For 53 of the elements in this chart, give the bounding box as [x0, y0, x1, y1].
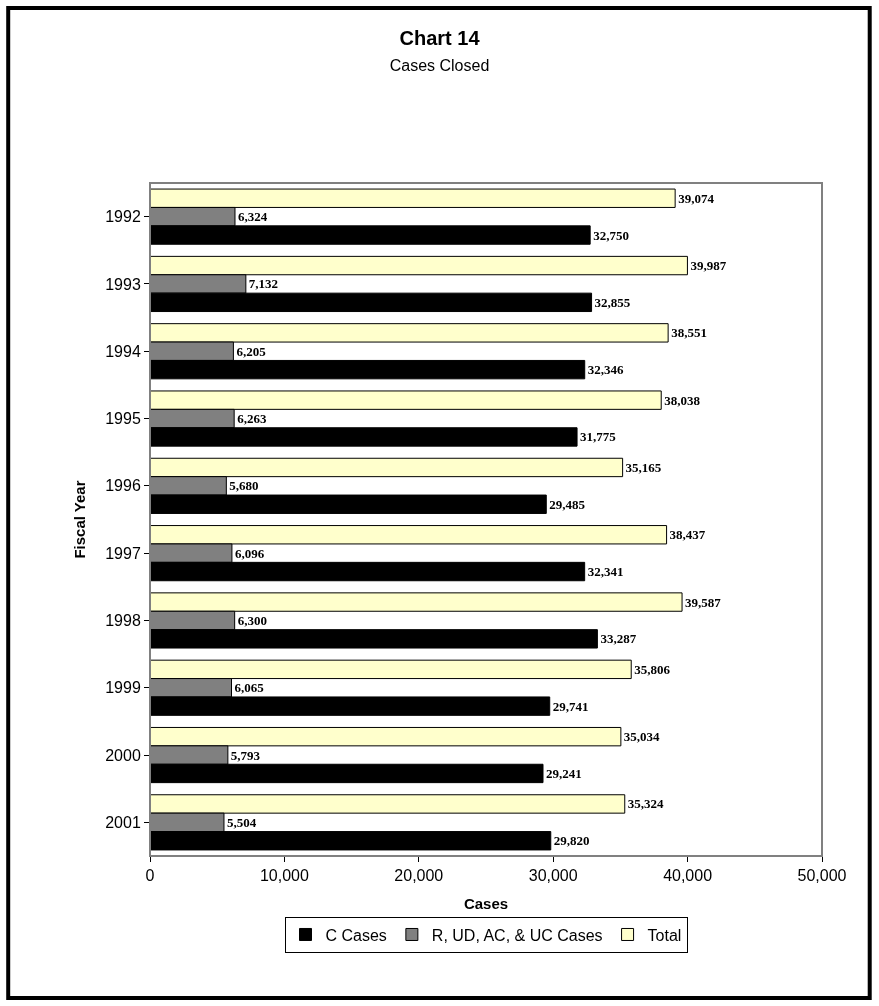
- data-label: 35,165: [625, 459, 662, 475]
- data-label: 29,820: [553, 833, 590, 849]
- data-label: 7,132: [248, 276, 279, 292]
- data-label: 39,987: [690, 258, 727, 274]
- legend-label: Total: [647, 926, 682, 944]
- data-label: 32,341: [587, 564, 624, 580]
- x-axis-title: Cases: [463, 895, 509, 913]
- data-label: 29,741: [552, 698, 589, 714]
- data-label: 31,775: [580, 429, 617, 445]
- data-label: 5,680: [229, 478, 259, 494]
- y-tick-label: 2001: [105, 813, 141, 831]
- data-label: 39,587: [685, 594, 722, 610]
- data-label: 32,750: [593, 227, 629, 243]
- y-axis-title: Fiscal Year: [71, 480, 89, 559]
- x-tick-label: 10,000: [259, 867, 309, 885]
- y-tick-label: 1997: [105, 544, 141, 562]
- data-label: 6,205: [236, 343, 267, 359]
- y-tick-label: 1995: [105, 410, 141, 428]
- y-tick-label: 1992: [105, 208, 141, 226]
- data-label: 39,074: [678, 190, 715, 206]
- data-label: 6,065: [234, 680, 265, 696]
- data-label: 6,324: [237, 209, 268, 225]
- data-label: 33,287: [600, 631, 637, 647]
- chart-title: Chart 14: [399, 27, 481, 50]
- data-label: 29,241: [546, 765, 582, 781]
- chart-subtitle: Cases Closed: [389, 57, 490, 75]
- data-label: 35,324: [627, 796, 664, 812]
- data-label: 6,300: [237, 612, 267, 628]
- x-tick-label: 40,000: [663, 867, 713, 885]
- y-tick-label: 2000: [105, 746, 141, 764]
- y-tick-label: 1993: [105, 275, 141, 293]
- data-label: 32,346: [587, 362, 624, 378]
- data-label: 5,793: [230, 747, 261, 763]
- data-label: 35,806: [634, 661, 671, 677]
- data-label: 38,038: [664, 392, 701, 408]
- y-tick-label: 1994: [105, 342, 141, 360]
- data-label: 5,504: [226, 814, 257, 830]
- x-tick-label: 50,000: [797, 867, 847, 885]
- data-label: 32,855: [594, 294, 631, 310]
- y-tick-label: 1998: [105, 612, 141, 630]
- data-label: 38,551: [671, 325, 707, 341]
- data-label: 29,485: [549, 496, 586, 512]
- data-label: 6,263: [237, 411, 267, 427]
- y-tick-label: 1996: [105, 477, 141, 495]
- legend-label: R, UD, AC, & UC Cases: [431, 926, 603, 944]
- legend-label: C Cases: [325, 926, 387, 944]
- data-label: 35,034: [623, 729, 661, 745]
- data-label: 38,437: [669, 527, 706, 543]
- x-tick-label: 0: [145, 867, 155, 885]
- x-tick-label: 20,000: [394, 867, 444, 885]
- data-label: 6,096: [234, 545, 265, 561]
- x-tick-label: 30,000: [528, 867, 578, 885]
- y-tick-label: 1999: [105, 679, 141, 697]
